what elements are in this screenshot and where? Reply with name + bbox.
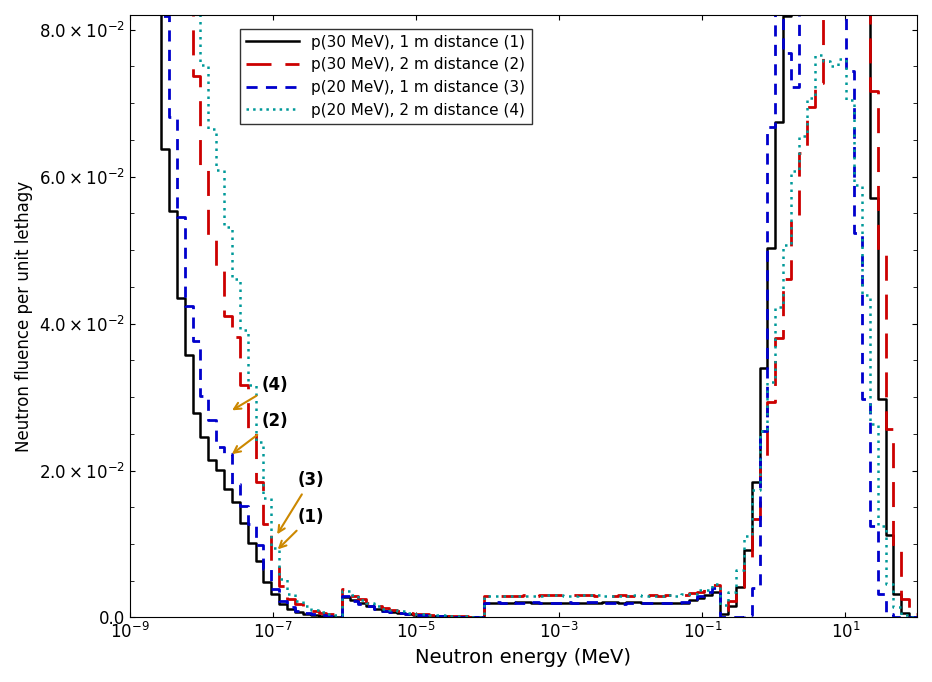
p(20 MeV), 2 m distance (4) xyxy=(911,613,923,621)
p(20 MeV), 2 m distance (4) xyxy=(872,419,884,428)
p(30 MeV), 1 m distance (1) xyxy=(872,395,884,403)
p(20 MeV), 1 m distance (3) xyxy=(171,213,183,221)
p(30 MeV), 2 m distance (2) xyxy=(911,610,923,618)
p(30 MeV), 1 m distance (1) xyxy=(274,590,285,598)
p(30 MeV), 1 m distance (1) xyxy=(156,145,167,153)
p(20 MeV), 1 m distance (3) xyxy=(156,12,167,20)
Legend: p(30 MeV), 1 m distance (1), p(30 MeV), 2 m distance (2), p(20 MeV), 1 m distanc: p(30 MeV), 1 m distance (1), p(30 MeV), … xyxy=(240,29,531,124)
p(20 MeV), 1 m distance (3) xyxy=(274,584,285,593)
p(20 MeV), 2 m distance (4) xyxy=(841,96,852,104)
p(20 MeV), 2 m distance (4) xyxy=(903,613,914,621)
X-axis label: Neutron energy (MeV): Neutron energy (MeV) xyxy=(416,648,631,667)
p(30 MeV), 1 m distance (1) xyxy=(471,613,482,621)
p(30 MeV), 2 m distance (2) xyxy=(471,612,482,621)
Line: p(30 MeV), 2 m distance (2): p(30 MeV), 2 m distance (2) xyxy=(130,0,917,617)
p(30 MeV), 2 m distance (2) xyxy=(336,612,348,620)
p(20 MeV), 1 m distance (3) xyxy=(336,612,348,621)
p(20 MeV), 1 m distance (3) xyxy=(903,613,914,621)
p(20 MeV), 1 m distance (3) xyxy=(841,68,852,76)
p(30 MeV), 2 m distance (2) xyxy=(274,558,285,566)
Text: (1): (1) xyxy=(280,508,323,548)
p(30 MeV), 1 m distance (1) xyxy=(336,612,348,621)
Text: (2): (2) xyxy=(234,413,288,453)
Text: (3): (3) xyxy=(279,471,324,533)
p(30 MeV), 1 m distance (1) xyxy=(171,293,183,301)
Line: p(30 MeV), 1 m distance (1): p(30 MeV), 1 m distance (1) xyxy=(130,0,917,617)
Text: (4): (4) xyxy=(234,376,288,409)
Line: p(20 MeV), 1 m distance (3): p(20 MeV), 1 m distance (3) xyxy=(130,0,917,617)
p(20 MeV), 2 m distance (4) xyxy=(336,611,348,619)
p(30 MeV), 1 m distance (1) xyxy=(911,613,923,621)
p(20 MeV), 1 m distance (3) xyxy=(911,613,923,621)
p(30 MeV), 2 m distance (2) xyxy=(872,248,884,256)
Line: p(20 MeV), 2 m distance (4): p(20 MeV), 2 m distance (4) xyxy=(130,0,917,617)
Y-axis label: Neutron fluence per unit lethagy: Neutron fluence per unit lethagy xyxy=(15,181,33,451)
p(20 MeV), 1 m distance (3) xyxy=(872,522,884,531)
p(20 MeV), 2 m distance (4) xyxy=(274,544,285,552)
